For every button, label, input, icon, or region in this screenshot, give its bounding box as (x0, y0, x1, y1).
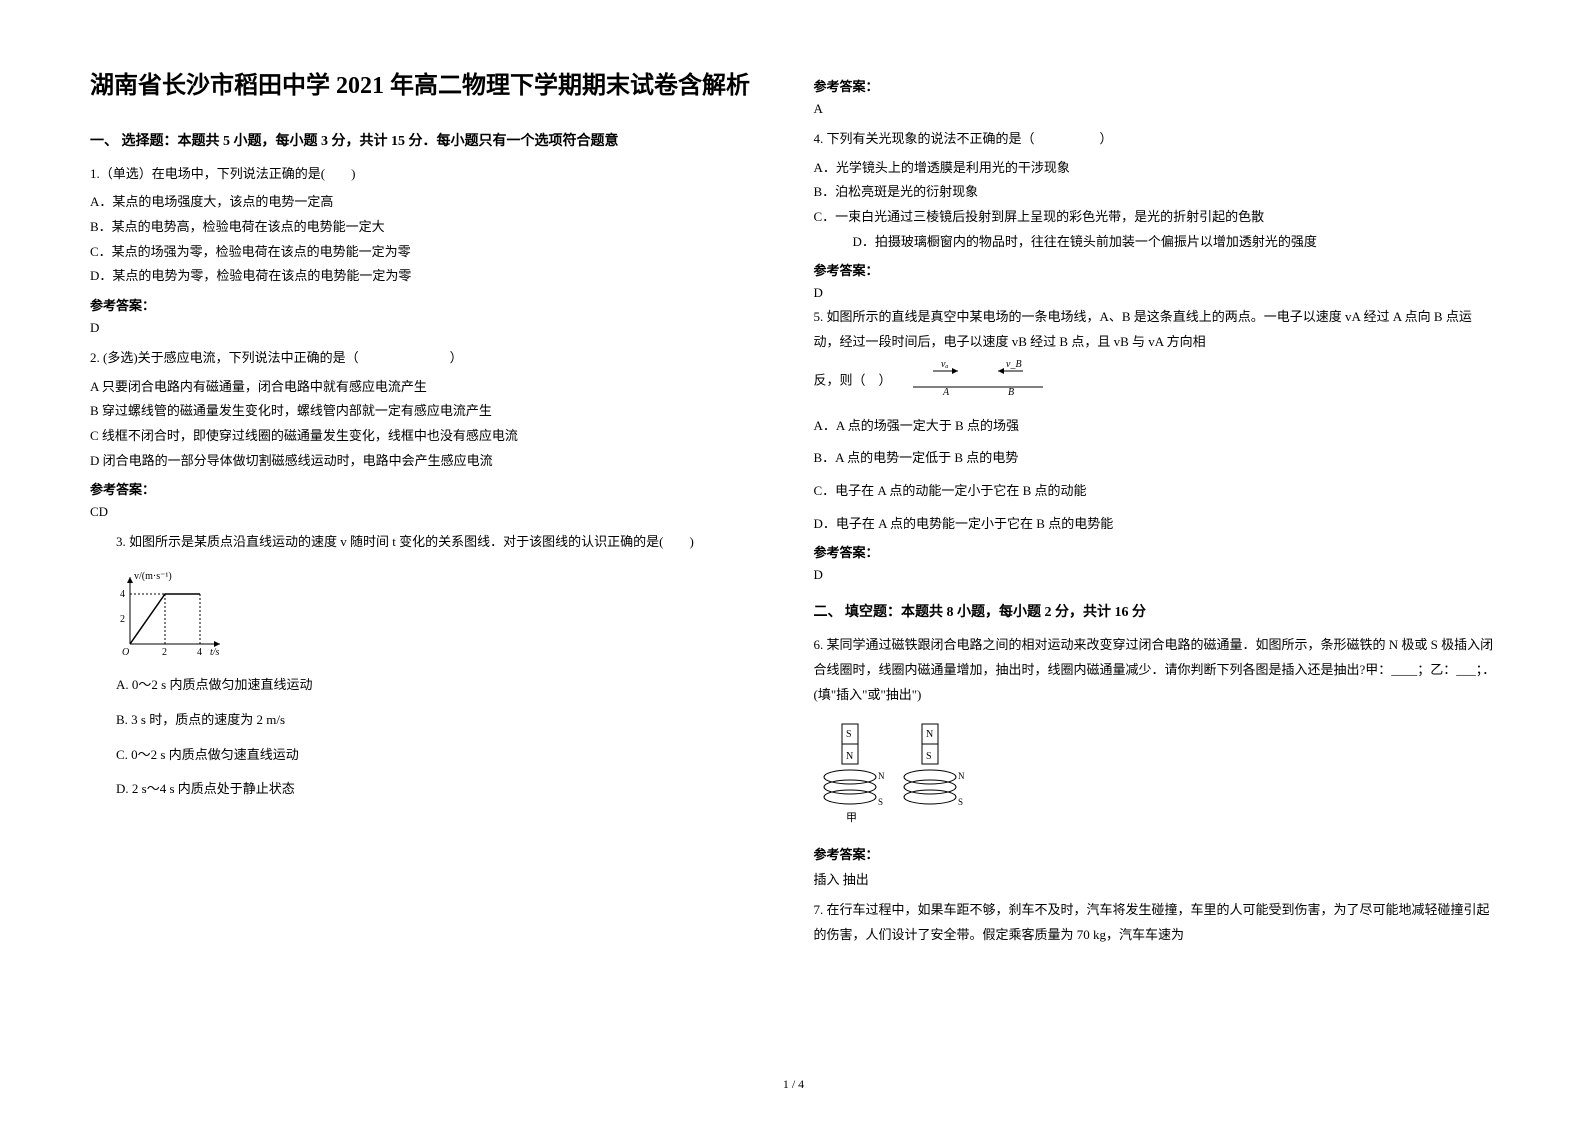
q2-stem: 2. (多选)关于感应电流，下列说法中正确的是（ ） (90, 346, 774, 371)
svg-text:N: N (958, 771, 965, 781)
right-column: 参考答案： A 4. 下列有关光现象的说法不正确的是（ ） A．光学镜头上的增透… (814, 70, 1498, 1063)
section-2-heading: 二、 填空题：本题共 8 小题，每小题 2 分，共计 16 分 (814, 601, 1498, 621)
left-column: 湖南省长沙市稻田中学 2021 年高二物理下学期期末试卷含解析 一、 选择题：本… (90, 70, 774, 1063)
q5-answer-label: 参考答案： (814, 542, 1498, 561)
q5-stem-b: 反，则（ ） (814, 372, 892, 387)
q2-opt-a: A 只要闭合电路内有磁通量，闭合电路中就有感应电流产生 (90, 375, 774, 400)
svg-text:vₐ: vₐ (941, 359, 948, 370)
q4-answer: D (814, 285, 1498, 301)
q2-opt-c: C 线框不闭合时，即使穿过线圈的磁通量发生变化，线框中也没有感应电流 (90, 424, 774, 449)
q5-opt-a: A．A 点的场强一定大于 B 点的场强 (814, 414, 1498, 439)
xtick-2: 2 (162, 647, 167, 658)
q2-answer: CD (90, 504, 774, 520)
q2-opt-d: D 闭合电路的一部分导体做切割磁感线运动时，电路中会产生感应电流 (90, 449, 774, 474)
ytick-2: 2 (120, 614, 125, 625)
q2-opt-b: B 穿过螺线管的磁通量发生变化时，螺线管内部就一定有感应电流产生 (90, 399, 774, 424)
q2-answer-label: 参考答案： (90, 479, 774, 498)
q5-answer: D (814, 567, 1498, 583)
q1-answer: D (90, 320, 774, 336)
svg-text:B: B (1008, 387, 1014, 395)
q5-stem-row: 反，则（ ） vₐ v_B A B (814, 359, 1498, 404)
q3-answer: A (814, 101, 1498, 117)
q1-opt-d: D．某点的电势为零，检验电荷在该点的电势能一定为零 (90, 264, 774, 289)
q4-answer-label: 参考答案： (814, 260, 1498, 279)
q5-diagram: vₐ v_B A B (903, 359, 1053, 404)
q1-opt-a: A．某点的电场强度大，该点的电势一定高 (90, 190, 774, 215)
q6-answer: 插入 抽出 (814, 869, 1498, 888)
svg-text:v_B: v_B (1006, 359, 1022, 370)
q5-stem-a: 5. 如图所示的直线是真空中某电场的一条电场线，A、B 是这条直线上的两点。一电… (814, 305, 1498, 354)
q4-opt-b: B．泊松亮斑是光的衍射现象 (814, 180, 1498, 205)
svg-text:N: N (878, 771, 885, 781)
q5-opt-d: D．电子在 A 点的电势能一定小于它在 B 点的电势能 (814, 512, 1498, 537)
svg-text:O: O (122, 647, 129, 658)
q1-answer-label: 参考答案： (90, 295, 774, 314)
q5-opt-c: C．电子在 A 点的动能一定小于它在 B 点的动能 (814, 479, 1498, 504)
q3-answer-label: 参考答案： (814, 76, 1498, 95)
page-footer: 1 / 4 (90, 1063, 1497, 1092)
q6-diagram: S N N S 甲 N S (814, 719, 1498, 834)
svg-text:N: N (846, 751, 853, 762)
q4-opt-c: C．一束白光通过三棱镜后投射到屏上呈现的彩色光带，是光的折射引起的色散 (814, 205, 1498, 230)
q1-opt-c: C．某点的场强为零，检验电荷在该点的电势能一定为零 (90, 240, 774, 265)
q3-opt-b: B. 3 s 时，质点的速度为 2 m/s (90, 708, 774, 733)
q3-vt-chart: 4 2 2 4 O v/(m·s⁻¹) t/s (110, 569, 230, 659)
q3-opt-a: A. 0～2 s 内质点做匀加速直线运动 (90, 673, 774, 698)
q3-stem: 3. 如图所示是某质点沿直线运动的速度 v 随时间 t 变化的关系图线．对于该图… (90, 530, 774, 555)
svg-text:S: S (846, 729, 852, 740)
q4-opt-a: A．光学镜头上的增透膜是利用光的干涉现象 (814, 156, 1498, 181)
svg-text:S: S (958, 797, 963, 807)
exam-title: 湖南省长沙市稻田中学 2021 年高二物理下学期期末试卷含解析 (90, 70, 774, 104)
q1-opt-b: B．某点的电势高，检验电荷在该点的电势能一定大 (90, 215, 774, 240)
q3-opt-d: D. 2 s～4 s 内质点处于静止状态 (90, 777, 774, 802)
q3-opt-c: C. 0～2 s 内质点做匀速直线运动 (90, 743, 774, 768)
q1-stem: 1.（单选）在电场中，下列说法正确的是( ) (90, 162, 774, 187)
q6-answer-label: 参考答案： (814, 844, 1498, 863)
svg-text:S: S (926, 751, 932, 762)
q5-opt-b: B．A 点的电势一定低于 B 点的电势 (814, 446, 1498, 471)
q4-stem: 4. 下列有关光现象的说法不正确的是（ ） (814, 127, 1498, 152)
section-1-heading: 一、 选择题：本题共 5 小题，每小题 3 分，共计 15 分．每小题只有一个选… (90, 130, 774, 150)
q6-stem: 6. 某同学通过磁铁跟闭合电路之间的相对运动来改变穿过闭合电路的磁通量．如图所示… (814, 633, 1498, 707)
xlabel: t/s (210, 647, 220, 658)
svg-text:N: N (926, 729, 933, 740)
ytick-4: 4 (120, 589, 125, 600)
xtick-4: 4 (197, 647, 202, 658)
svg-text:甲: 甲 (846, 812, 857, 824)
q7-stem: 7. 在行车过程中，如果车距不够，刹车不及时，汽车将发生碰撞，车里的人可能受到伤… (814, 898, 1498, 947)
svg-text:A: A (942, 387, 950, 395)
q4-opt-d: D．拍摄玻璃橱窗内的物品时，往往在镜头前加装一个偏振片以增加透射光的强度 (814, 230, 1498, 255)
ylabel: v/(m·s⁻¹) (134, 571, 172, 582)
svg-text:S: S (878, 797, 883, 807)
